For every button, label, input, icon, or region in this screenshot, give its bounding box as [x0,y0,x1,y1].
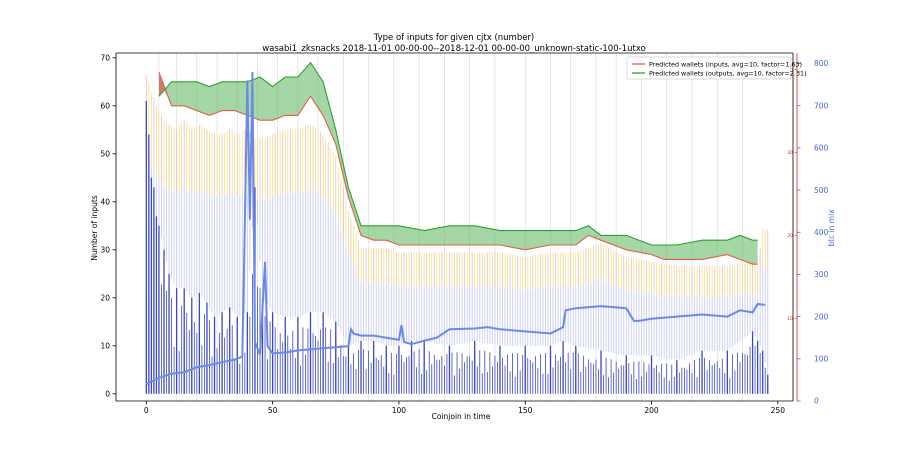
y-tick-label-inner: 10 [787,316,793,322]
y-axis-label-right: btc in mix [827,209,836,247]
y-tick-label-right: 200 [814,312,829,321]
x-tick-label: 100 [392,406,407,415]
btc-in-mix-line [145,71,766,386]
legend: Predicted wallets (inputs, avg=10, facto… [626,56,807,80]
y-tick-label-left: 60 [100,102,110,111]
x-tick-label: 200 [644,406,659,415]
y-tick-label-left: 40 [100,198,110,207]
y-tick-label-right: 0 [814,397,819,406]
y-tick-label-left: 20 [100,294,110,303]
y-tick-label-right: 600 [814,144,829,153]
y-tick-label-right: 300 [814,270,829,279]
y-tick-label-right: 700 [814,101,829,110]
legend-label: Predicted wallets (outputs, avg=10, fact… [649,69,807,77]
x-tick-label: 0 [144,406,149,415]
y-tick-label-left: 10 [100,342,110,351]
x-tick-label: 150 [518,406,533,415]
y-tick-label-left: 70 [100,54,110,63]
inputs-wallets-line [158,72,758,265]
y-tick-label-right: 500 [814,186,829,195]
outputs-wallets-line [158,61,758,246]
x-tick-label: 250 [771,406,786,415]
y-axis-label-left: Number of inputs [90,195,99,260]
y-tick-label-inner: 20 [787,233,793,239]
chart-title-line1: Type of inputs for given cjtx (number) [373,33,535,43]
y-tick-label-right: 100 [814,355,829,364]
legend-box [626,56,792,80]
y-tick-label-left: 0 [105,390,110,399]
outputs-inputs-fill-area [158,62,758,265]
chart-title-line2: wasabi1_zksnacks 2018-11-01 00-00-00--20… [262,44,646,54]
y-tick-label-left: 30 [100,246,110,255]
legend-label: Predicted wallets (inputs, avg=10, facto… [649,60,802,68]
y-tick-label-inner: 30 [787,150,793,156]
x-tick-label: 50 [268,406,278,415]
y-tick-label-right: 800 [814,59,829,68]
y-tick-label-right: 400 [814,228,829,237]
x-axis-label: Coinjoin in time [432,412,491,421]
y-tick-label-left: 50 [100,150,110,159]
